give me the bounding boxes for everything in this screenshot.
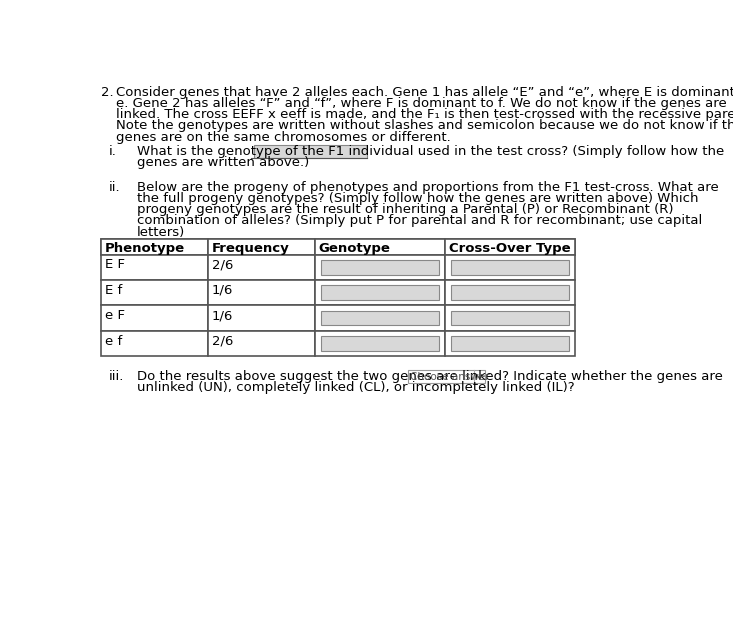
Bar <box>452 336 569 351</box>
Bar <box>101 239 575 255</box>
Bar <box>321 260 439 275</box>
Text: Choose answer: Choose answer <box>410 372 490 382</box>
Bar <box>101 239 208 255</box>
Bar <box>101 255 208 280</box>
Text: Below are the progeny of phenotypes and proportions from the F1 test-cross. What: Below are the progeny of phenotypes and … <box>136 181 718 194</box>
Text: linked. The cross EEFF x eeff is made, and the F₁ is then test-crossed with the : linked. The cross EEFF x eeff is made, a… <box>117 108 733 121</box>
Bar <box>208 280 315 305</box>
Text: e F: e F <box>105 309 125 322</box>
Text: Note the genotypes are written without slashes and semicolon because we do not k: Note the genotypes are written without s… <box>117 120 733 132</box>
Text: Frequency: Frequency <box>212 242 290 255</box>
Text: 2/6: 2/6 <box>212 335 233 347</box>
Text: e f: e f <box>105 335 122 347</box>
Bar <box>315 239 445 255</box>
Text: genes are written above.): genes are written above.) <box>136 156 309 169</box>
Bar <box>315 331 445 356</box>
Text: ii.: ii. <box>108 181 120 194</box>
Text: progeny genotypes are the result of inheriting a Parental (P) or Recombinant (R): progeny genotypes are the result of inhe… <box>136 203 673 217</box>
Text: combination of alleles? (Simply put P for parental and R for recombinant; use ca: combination of alleles? (Simply put P fo… <box>136 215 701 227</box>
Bar <box>208 331 315 356</box>
Text: Cross-Over Type: Cross-Over Type <box>449 242 570 255</box>
Text: Do the results above suggest the two genes are linked? Indicate whether the gene: Do the results above suggest the two gen… <box>136 370 723 383</box>
Bar <box>452 260 569 275</box>
Bar <box>315 305 445 331</box>
Text: E F: E F <box>105 259 125 272</box>
Text: 1/6: 1/6 <box>212 309 233 322</box>
Bar <box>445 280 575 305</box>
Text: Consider genes that have 2 alleles each. Gene 1 has allele “E” and “e”, where E : Consider genes that have 2 alleles each.… <box>117 86 733 99</box>
Text: 2.: 2. <box>101 86 114 99</box>
Bar <box>208 255 315 280</box>
Bar <box>445 331 575 356</box>
Text: E f: E f <box>105 284 122 297</box>
Bar <box>445 255 575 280</box>
Text: 2/6: 2/6 <box>212 259 233 272</box>
Bar <box>452 285 569 300</box>
Bar <box>452 310 569 326</box>
Text: the full progeny genotypes? (Simply follow how the genes are written above) Whic: the full progeny genotypes? (Simply foll… <box>136 192 698 205</box>
Bar <box>321 310 439 326</box>
Text: Genotype: Genotype <box>319 242 391 255</box>
Bar <box>315 255 445 280</box>
Text: e. Gene 2 has alleles “F” and “f”, where F is dominant to f. We do not know if t: e. Gene 2 has alleles “F” and “f”, where… <box>117 97 727 110</box>
Bar <box>321 336 439 351</box>
Bar <box>445 305 575 331</box>
Text: i.: i. <box>108 145 117 158</box>
Text: letters): letters) <box>136 225 185 239</box>
Text: 1/6: 1/6 <box>212 284 233 297</box>
Bar <box>408 371 485 382</box>
Bar <box>101 280 208 305</box>
Text: What is the genotype of the F1 individual used in the test cross? (Simply follow: What is the genotype of the F1 individua… <box>136 145 723 158</box>
Bar <box>101 331 208 356</box>
Bar <box>445 239 575 255</box>
Text: unlinked (UN), completely linked (CL), or incompletely linked (IL)?: unlinked (UN), completely linked (CL), o… <box>136 381 574 394</box>
Bar <box>315 280 445 305</box>
Bar <box>208 239 315 255</box>
Text: Phenotype: Phenotype <box>105 242 185 255</box>
Bar <box>101 305 208 331</box>
Bar <box>208 305 315 331</box>
Bar <box>254 145 366 158</box>
Bar <box>321 285 439 300</box>
Text: iii.: iii. <box>108 370 124 383</box>
Text: genes are on the same chromosomes or different.: genes are on the same chromosomes or dif… <box>117 131 452 143</box>
